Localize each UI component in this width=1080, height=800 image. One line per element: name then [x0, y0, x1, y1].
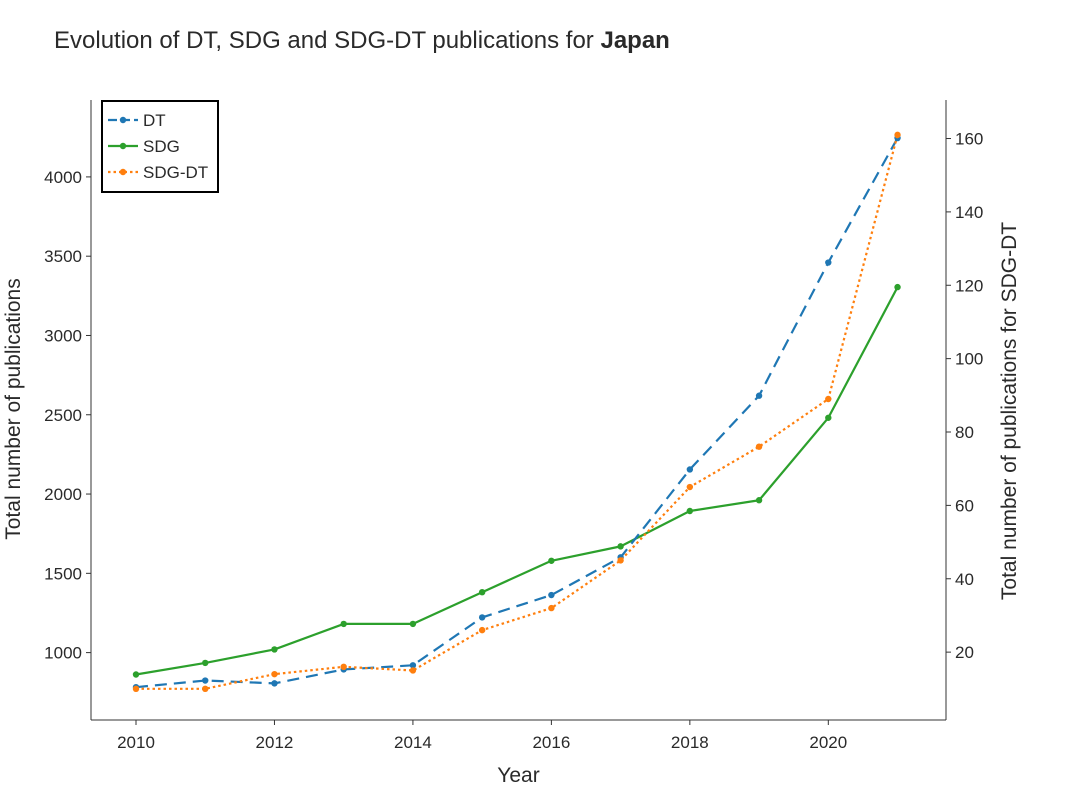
series-sdg-dt — [132, 131, 901, 693]
data-point-sdg-dt — [409, 667, 417, 674]
y-right-tick-label: 100 — [955, 350, 983, 369]
chart-title-text: Evolution of DT, SDG and SDG-DT publicat… — [54, 27, 601, 54]
axes: 2010 2012 2014 2016 2018 2020 1000 1500 2000 2500… — [2, 100, 1021, 787]
data-point-dt — [409, 662, 417, 669]
data-point-sdg — [548, 557, 555, 564]
data-point-sdg-dt — [271, 670, 278, 678]
legend-label-dt: DT — [143, 111, 166, 130]
series-sdg — [132, 283, 901, 678]
y-right-tick-label: 160 — [955, 130, 983, 149]
data-point-sdg — [132, 671, 140, 678]
series-dt — [132, 134, 901, 691]
data-point-dt — [755, 392, 763, 399]
x-tick-label: 2016 — [532, 733, 570, 752]
data-point-sdg — [202, 659, 209, 667]
data-point-dt — [548, 591, 555, 599]
chart-title-country: Japan — [600, 27, 670, 54]
y-right-tick-label: 20 — [955, 643, 974, 662]
legend-marker-dt — [119, 116, 127, 124]
data-point-sdg — [617, 543, 624, 550]
x-tick-label: 2012 — [256, 733, 294, 752]
data-point-sdg-dt — [617, 557, 624, 564]
data-point-sdg-dt — [202, 685, 209, 693]
legend-marker-sdg — [119, 142, 127, 150]
y-left-tick-label: 2500 — [44, 406, 82, 425]
data-point-sdg-dt — [478, 626, 486, 634]
data-point-sdg-dt — [548, 604, 555, 612]
y-left-axis-title: Total number of publications — [2, 278, 25, 540]
data-point-dt — [478, 614, 486, 621]
y-right-tick-label: 80 — [955, 423, 974, 442]
data-point-sdg — [755, 497, 763, 504]
data-point-sdg — [478, 588, 486, 596]
x-tick-label: 2018 — [671, 733, 709, 752]
legend-label-sdg: SDG — [143, 137, 180, 156]
series-line-sdg — [135, 286, 899, 676]
data-point-dt — [202, 677, 209, 684]
x-tick-label: 2020 — [809, 733, 847, 752]
data-point-sdg-dt — [755, 443, 763, 450]
y-left-tick-label: 3000 — [44, 326, 82, 345]
data-point-sdg — [894, 283, 901, 291]
y-right-tick-label: 120 — [955, 276, 983, 295]
data-point-dt — [825, 259, 832, 266]
data-point-dt — [686, 466, 694, 473]
y-left-tick-label: 1000 — [44, 644, 82, 663]
series-line-sdg-dt — [136, 134, 899, 690]
data-point-sdg-dt — [686, 483, 694, 491]
x-tick-label: 2014 — [394, 733, 432, 752]
data-point-sdg — [825, 414, 832, 421]
data-point-sdg — [271, 646, 278, 653]
data-point-dt — [271, 680, 278, 687]
y-right-tick-label: 60 — [955, 496, 974, 515]
data-point-sdg — [686, 507, 694, 515]
data-point-sdg — [409, 620, 417, 628]
series-lines — [132, 131, 901, 693]
x-axis-title: Year — [497, 764, 539, 787]
y-left-tick-label: 4000 — [44, 168, 82, 187]
data-point-sdg — [340, 620, 347, 628]
legend-label-sdg-dt: SDG-DT — [143, 163, 208, 182]
y-right-tick-label: 140 — [955, 203, 983, 222]
y-left-tick-label: 1500 — [44, 564, 82, 583]
y-right-tick-label: 40 — [955, 570, 974, 589]
y-right-axis-title: Total number of publications for SDG-DT — [998, 222, 1021, 600]
data-point-sdg-dt — [340, 663, 347, 671]
legend: DT SDG SDG-DT — [101, 100, 219, 193]
y-left-tick-label: 2000 — [44, 485, 82, 504]
data-point-sdg-dt — [825, 395, 832, 403]
x-tick-label: 2010 — [117, 733, 155, 752]
data-point-sdg-dt — [894, 131, 901, 139]
y-left-tick-label: 3500 — [44, 247, 82, 266]
series-line-dt — [135, 137, 899, 689]
data-point-sdg-dt — [132, 685, 140, 693]
legend-marker-sdg-dt — [119, 168, 127, 176]
chart-title: Evolution of DT, SDG and SDG-DT publicat… — [54, 27, 670, 55]
